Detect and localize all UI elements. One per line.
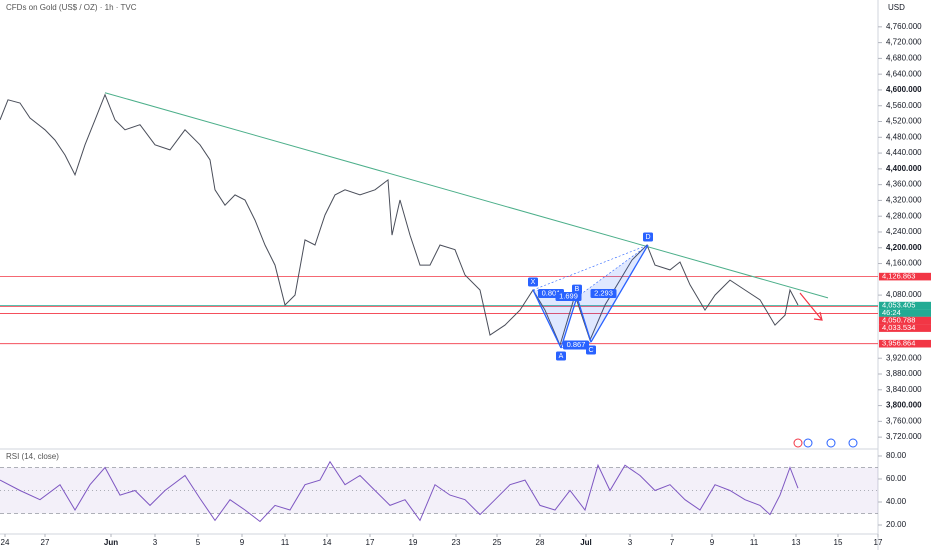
price-label: 3,956.864: [882, 339, 915, 348]
x-tick-label: Jul: [580, 538, 592, 547]
x-tick-label: 3: [153, 538, 158, 547]
pattern-point-label: X: [531, 279, 536, 286]
x-tick-label: 11: [281, 538, 290, 547]
pattern-leg: [560, 296, 578, 349]
ratio-label: 1.699: [559, 291, 578, 300]
pattern-point-box: [643, 232, 653, 242]
price-label-box: [879, 301, 931, 310]
pattern-point-label: A: [559, 353, 564, 360]
pattern-diagonal: [576, 244, 649, 298]
x-tick-label: Jun: [104, 538, 118, 547]
pattern-diagonal: [532, 244, 649, 291]
event-icon: [793, 438, 803, 448]
y-tick-label: 60.00: [886, 474, 907, 483]
pattern-point-label: D: [645, 234, 650, 241]
ratio-label: 2.293: [594, 289, 613, 298]
price-line: [0, 460, 799, 523]
event-icon: [848, 438, 858, 448]
y-tick-label: 3,880.000: [886, 369, 922, 378]
x-tick-label: 24: [1, 538, 10, 547]
ratio-box: [590, 289, 617, 299]
y-tick-label: 4,680.000: [886, 53, 922, 62]
trendline: [104, 92, 829, 299]
x-tick-label: 28: [536, 538, 545, 547]
y-tick-label: 4,640.000: [886, 69, 922, 78]
y-tick-label: 4,560.000: [886, 101, 922, 110]
pattern-fill: [533, 289, 577, 348]
pattern-point-label: B: [575, 286, 580, 293]
price-label-box: [879, 316, 931, 325]
x-tick-label: 15: [834, 538, 843, 547]
countdown-box: [879, 309, 931, 317]
y-tick-label: 3,800.000: [886, 401, 922, 410]
y-tick-label: 4,520.000: [886, 117, 922, 126]
price-line: [0, 93, 799, 347]
y-tick-label: 4,360.000: [886, 180, 922, 189]
price-label-box: [879, 324, 931, 332]
ratio-box: [555, 291, 582, 301]
x-tick-label: 7: [670, 538, 675, 547]
x-tick-label: 17: [874, 538, 883, 547]
y-tick-label: 3,720.000: [886, 432, 922, 441]
pattern-leg: [576, 296, 592, 343]
event-icons: [793, 438, 858, 448]
price-label: 4,033.534: [882, 323, 915, 332]
y-tick-label: 80.00: [886, 451, 907, 460]
y-tick-label: 4,160.000: [886, 259, 922, 268]
y-tick-label: 4,600.000: [886, 85, 922, 94]
y-tick-label: 4,440.000: [886, 148, 922, 157]
chart-title: CFDs on Gold (US$ / OZ) · 1h · TVC: [6, 3, 137, 12]
y-axis-label: USD: [888, 3, 905, 12]
pattern-point-box: [556, 351, 566, 361]
pattern-point-box: [572, 284, 582, 294]
y-tick-label: 3,760.000: [886, 416, 922, 425]
price-label: 4,126.863: [882, 272, 915, 281]
ratio-label: 0.801: [542, 289, 561, 298]
y-tick-label: 3,840.000: [886, 385, 922, 394]
y-tick-label: 4,280.000: [886, 211, 922, 220]
rsi-title: RSI (14, close): [6, 452, 59, 461]
price-label-box: [879, 272, 931, 281]
pattern-point-box: [528, 277, 538, 287]
x-tick-label: 27: [41, 538, 50, 547]
price-label-box: [879, 339, 931, 348]
x-tick-label: 9: [240, 538, 245, 547]
x-tick-label: 25: [493, 538, 502, 547]
x-tick-label: 5: [196, 538, 201, 547]
event-icon: [826, 438, 836, 448]
y-tick-label: 3,920.000: [886, 353, 922, 362]
x-tick-label: 9: [710, 538, 715, 547]
x-tick-label: 19: [409, 538, 418, 547]
y-tick-label: 40.00: [886, 497, 907, 506]
ratio-box: [563, 340, 589, 350]
x-tick-label: 17: [366, 538, 375, 547]
y-tick-label: 4,720.000: [886, 38, 922, 47]
pattern-leg: [590, 244, 649, 343]
y-tick-label: 4,080.000: [886, 290, 922, 299]
x-tick-label: 14: [323, 538, 332, 547]
y-tick-label: 4,320.000: [886, 196, 922, 205]
y-tick-label: 4,480.000: [886, 132, 922, 141]
y-tick-label: 20.00: [886, 520, 907, 529]
ratio-label: 0.867: [567, 340, 586, 349]
x-tick-label: 23: [452, 538, 461, 547]
pattern-point-label: C: [588, 347, 593, 354]
rsi-band-fill: [0, 467, 878, 514]
price-label: 4,050.788: [882, 316, 915, 325]
x-tick-label: 13: [792, 538, 801, 547]
y-tick-label: 4,240.000: [886, 227, 922, 236]
x-tick-label: 3: [628, 538, 633, 547]
y-tick-label: 4,200.000: [886, 243, 922, 252]
price-label: 4,053.405: [882, 301, 915, 310]
y-tick-label: 4,760.000: [886, 22, 922, 31]
pattern-leg: [532, 289, 562, 349]
event-icon: [803, 438, 813, 448]
y-tick-label: 4,400.000: [886, 164, 922, 173]
x-tick-label: 11: [750, 538, 759, 547]
countdown: 46:24: [882, 308, 901, 317]
